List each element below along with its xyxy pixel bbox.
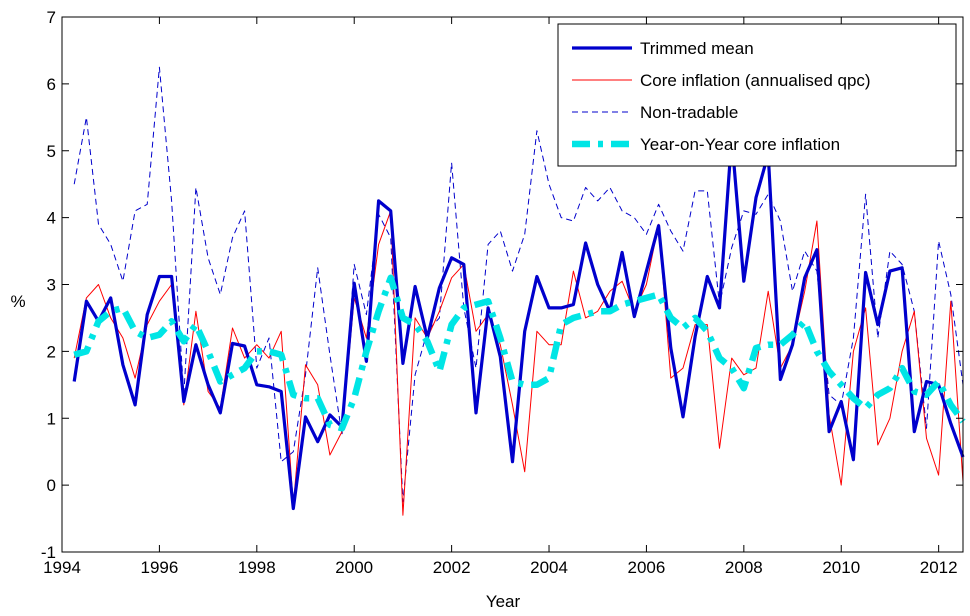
series-line-3 (73, 274, 966, 432)
x-tick-label: 1996 (140, 558, 178, 577)
y-tick-label: 7 (47, 8, 56, 27)
legend-label-1: Core inflation (annualised qpc) (640, 71, 871, 90)
y-axis-label: % (10, 292, 25, 311)
y-tick-label: 4 (47, 209, 56, 228)
x-tick-label: 2000 (335, 558, 373, 577)
legend-label-0: Trimmed mean (640, 39, 754, 58)
x-tick-label: 2002 (433, 558, 471, 577)
legend-label-3: Year-on-Year core inflation (640, 135, 840, 154)
legend-label-2: Non-tradable (640, 103, 738, 122)
y-tick-label: 1 (47, 409, 56, 428)
x-tick-label: 2012 (920, 558, 958, 577)
x-axis-label: Year (486, 592, 521, 611)
y-tick-label: 0 (47, 476, 56, 495)
x-tick-label: 1994 (43, 558, 81, 577)
ticks-layer: -1 0 1 2 3 4 5 6 7 1994 1996 1998 2000 2002 2004 2006 20… (41, 8, 963, 577)
y-tick-label: 3 (47, 276, 56, 295)
series-line-0 (72, 135, 965, 511)
x-tick-label: 2008 (725, 558, 763, 577)
legend: Trimmed mean Core inflation (annualised q… (557, 23, 957, 167)
series-layer (72, 66, 966, 516)
x-tick-label: 1998 (238, 558, 276, 577)
y-tick-label: -1 (41, 543, 56, 562)
y-tick-label: 2 (47, 342, 56, 361)
x-tick-label: 2006 (628, 558, 666, 577)
x-tick-label: 2010 (822, 558, 860, 577)
y-tick-label: 5 (47, 142, 56, 161)
x-tick-label: 2004 (530, 558, 568, 577)
y-tick-label: 6 (47, 75, 56, 94)
series-line-2 (73, 66, 964, 503)
